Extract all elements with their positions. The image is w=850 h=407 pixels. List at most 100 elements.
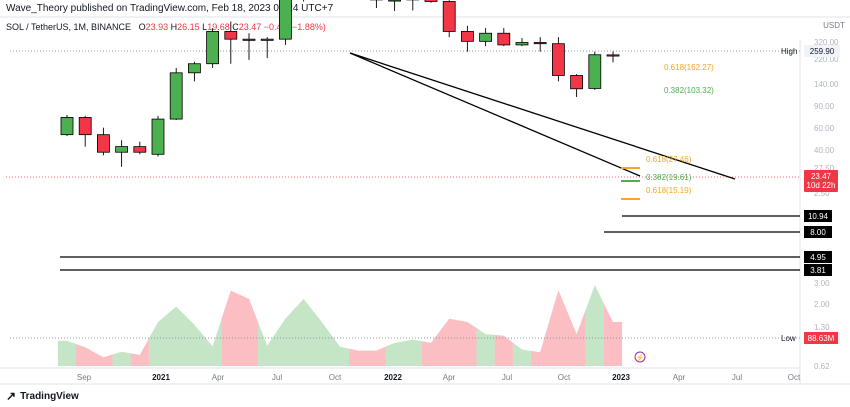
price-tick-label: 27.50 [814,164,835,173]
candle-down [460,31,474,42]
level-tag-box [804,264,832,276]
fib-level-label: 0.618(27.46) [646,155,692,164]
low-value: 19.68 [207,22,230,32]
trendline [349,52,641,177]
candle-up [588,54,602,89]
time-tick-label: Oct [558,373,571,382]
current-price-countdown: 10d 22h [807,181,836,190]
level-tag-value: 259.90 [810,47,835,56]
volume-area [312,310,331,366]
change-value: −0.45 (−1.88%) [263,22,326,32]
price-tick-label: 320.00 [814,38,839,47]
volume-area [239,294,259,366]
time-tick-label: Apr [673,373,686,382]
volume-area [567,309,586,366]
candle-up [151,118,165,155]
volume-area [221,290,240,366]
tradingview-logo[interactable]: ↗ TradingView [6,389,79,403]
fib-level-label: 0.618(15.19) [646,186,692,195]
volume-area [276,308,295,366]
close-label: C [232,22,239,32]
volume-area [258,322,277,366]
volume-area [148,314,168,366]
level-tag-box [804,251,832,263]
candle-down [442,1,456,32]
level-tag-value: 4.95 [810,253,826,262]
price-tick-label: 2.50 [814,189,830,198]
tradingview-logo-icon: ↗ [6,389,17,403]
price-tick-label: 220.00 [814,55,839,64]
time-tick-label: Apr [443,373,456,382]
volume-area [57,340,77,366]
tradingview-brand: TradingView [20,390,79,402]
volume-area [330,334,350,366]
candle-down [242,38,256,41]
levels-layer [6,50,800,339]
event-marker-glyph: ⚡ [636,353,645,362]
volume-area [476,328,495,366]
time-tick-label: Apr [212,373,225,382]
tag-layer: High259.9010.948.004.953.81Low1.0323.471… [781,45,840,344]
volume-area [203,318,222,366]
level-tag-caption: Low [781,334,796,343]
symbol-name: SOL / TetherUS, 1M, BINANCE [6,22,132,32]
candle-down [133,146,147,153]
volume-area [549,290,568,366]
candle-down [424,0,438,2]
high-value: 26.15 [177,22,200,32]
volume-area [130,338,149,366]
level-tag-value: 10.94 [808,212,829,221]
level-tag-box [804,45,840,57]
fib-level-label: 0.382(103.32) [664,86,714,95]
time-tick-label: Oct [329,373,342,382]
volume-area [512,342,532,366]
price-tick-label: 60.00 [814,124,835,133]
volume-area [494,334,513,366]
volume-area [349,348,368,366]
fib-layer: 0.618(162.27) 0.382(103.32) 0.618(27.46) 0.… [621,63,714,363]
volume-area [112,351,131,366]
time-tick-label: Oct [788,373,801,382]
candle-up [515,42,529,46]
trendline [349,52,736,180]
time-tick-label: Sep [77,373,92,382]
candle-down [97,134,110,153]
axis-layer: USDT 320.00 220.00 140.00 90.00 60.00 40.00 27.… [77,21,845,382]
volume-area [458,320,477,366]
price-tick-label: 0.62 [814,362,830,371]
price-tick-label: 140.00 [814,80,839,89]
candle-down [570,75,583,90]
fib-level-label: 0.618(162.27) [664,63,714,72]
event-marker-icon [634,351,646,363]
quote-currency-label: USDT [823,21,845,30]
volume-area [167,306,186,366]
candle-down [533,42,547,45]
open-value: 23.93 [145,22,169,32]
volume-area [421,330,441,366]
candle-up [187,63,201,74]
current-price-value: 23.47 [811,172,832,181]
volume-area [185,315,204,366]
trendline-layer [349,52,736,180]
volume-area [294,298,313,366]
price-tick-label: 2.00 [814,300,830,309]
volume-area [403,339,422,366]
price-tick-label: 90.00 [814,102,835,111]
volume-value-tag [804,332,838,344]
volume-value-label: 88.63M [808,334,835,343]
candle-up [169,72,183,120]
price-tick-label: 1.30 [814,323,830,332]
candle-up [388,0,402,2]
candle-up [479,32,493,42]
volume-area [603,303,623,366]
level-tag-value: 3.81 [810,266,826,275]
time-tick-label: 2022 [384,373,402,382]
volume-area [440,318,459,366]
candle-down [552,43,565,76]
volume-layer [57,285,623,366]
volume-area [367,346,386,366]
symbol-info-line: SOL / TetherUS, 1M, BINANCE O23.93 H26.1… [6,22,326,32]
candle-up [115,146,128,153]
candle-up [260,38,274,41]
